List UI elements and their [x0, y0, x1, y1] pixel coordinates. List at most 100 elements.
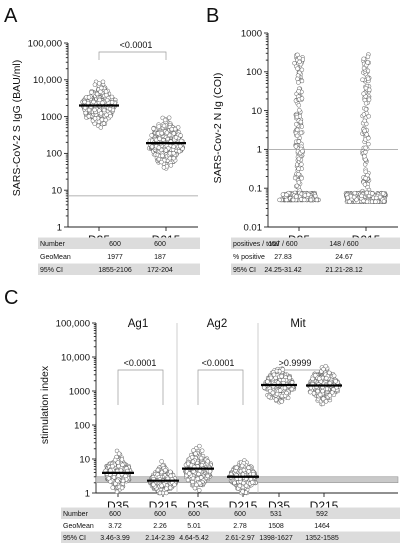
panel-c-ag2-d35-points [182, 443, 214, 493]
data-point [251, 471, 256, 477]
y-tick-label: 10 [79, 454, 90, 465]
data-point [149, 144, 155, 149]
table-cell: 24.67 [335, 254, 353, 261]
data-point [191, 448, 196, 453]
data-point [156, 156, 162, 162]
data-point [159, 483, 164, 488]
data-point [250, 480, 255, 485]
data-point [120, 478, 126, 484]
table-cell: 95% CI [40, 267, 63, 274]
y-tick-label: 10,000 [61, 352, 90, 363]
table-cell: 4.64-5.42 [179, 535, 209, 542]
data-point [85, 100, 91, 106]
data-point [302, 197, 307, 203]
data-point [365, 60, 370, 65]
data-point [363, 101, 369, 106]
table-cell: 172-204 [147, 267, 173, 274]
data-point [92, 116, 98, 121]
data-point [331, 373, 337, 378]
table-cell: 1464 [314, 523, 330, 530]
group-ag2-bracket [197, 369, 244, 405]
table-row-bg [231, 250, 400, 262]
data-point [187, 471, 192, 476]
data-point [190, 459, 196, 464]
data-point [314, 197, 320, 203]
data-point [294, 133, 300, 139]
y-tick-label: 100 [46, 149, 62, 160]
data-point [161, 123, 167, 129]
data-point [169, 126, 175, 132]
data-point [151, 482, 156, 487]
group-ag1-bracket [117, 369, 164, 405]
table-cell: 3.72 [108, 523, 122, 530]
data-point [164, 130, 170, 135]
table-cell: 1508 [268, 523, 284, 530]
table-cell: 1977 [107, 254, 123, 261]
table-cell: % positive [233, 254, 265, 261]
data-point [296, 180, 302, 185]
data-point [345, 195, 350, 200]
data-point [123, 473, 128, 479]
data-point [246, 465, 251, 470]
data-point [317, 376, 322, 381]
data-point [363, 145, 368, 151]
data-point [83, 110, 88, 116]
data-point [156, 145, 162, 150]
data-point [333, 379, 338, 384]
panel-a-pvalue: <0.0001 [120, 40, 153, 50]
data-point [198, 455, 204, 461]
data-point [268, 375, 274, 381]
data-point [173, 135, 179, 140]
data-point [167, 151, 173, 156]
data-point [185, 461, 191, 466]
panel-c-ag1-d215-points [147, 459, 179, 496]
data-point [116, 463, 121, 469]
data-point [302, 193, 308, 198]
data-point [327, 393, 333, 398]
data-point [361, 91, 366, 96]
table-cell: 600 [109, 511, 121, 518]
table-cell: positives / total [233, 241, 280, 248]
table-cell: 2.26 [153, 523, 167, 530]
data-point [293, 144, 299, 149]
data-point [274, 391, 280, 397]
table-cell: 187 [154, 254, 166, 261]
y-tick-label: 0.1 [249, 184, 262, 195]
data-point [232, 480, 237, 486]
data-point [101, 107, 107, 113]
data-point [157, 490, 163, 496]
data-point [361, 56, 366, 62]
data-point [380, 191, 386, 196]
panel-letter-c: C [4, 287, 18, 309]
data-point [119, 457, 125, 462]
data-point [197, 488, 202, 493]
table-cell: 95% CI [233, 267, 256, 274]
data-point [296, 156, 302, 162]
data-point [290, 197, 296, 203]
data-point [292, 175, 298, 181]
table-cell: 21.21-28.12 [325, 267, 362, 274]
data-point [294, 183, 300, 189]
data-point [86, 95, 92, 100]
data-point [243, 483, 249, 489]
data-point [116, 451, 122, 456]
y-tick-label: 1000 [69, 386, 90, 397]
data-point [351, 194, 357, 200]
y-tick-label: 0.01 [244, 222, 263, 233]
data-point [363, 85, 369, 91]
data-point [156, 124, 162, 129]
panel-c-table: Number 600 600 600 600 531 592 GeoMean 3.72 2.26 5… [61, 507, 400, 543]
data-point [359, 193, 364, 199]
data-point [321, 396, 326, 401]
data-point [159, 459, 164, 464]
data-point [282, 385, 288, 391]
data-point [296, 139, 302, 144]
data-point [172, 482, 177, 487]
data-point [360, 77, 365, 82]
data-point [98, 89, 103, 95]
data-point [361, 198, 366, 204]
data-point [104, 92, 109, 98]
data-point [297, 107, 302, 113]
